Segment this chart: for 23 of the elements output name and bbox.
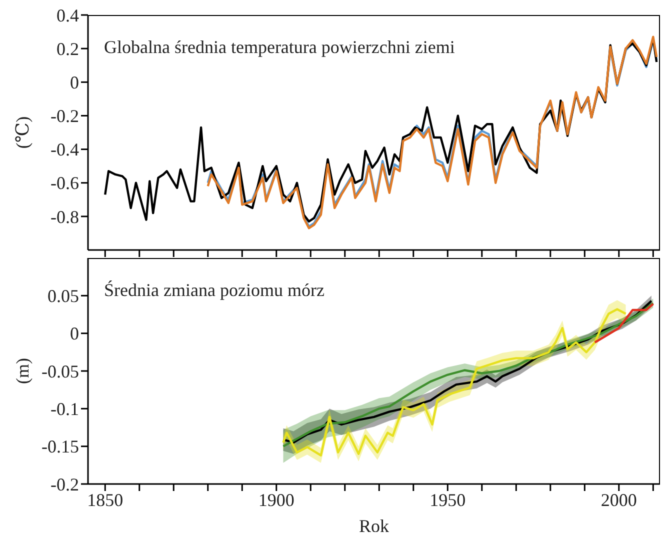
y-tick-label: -0.2 <box>50 474 79 494</box>
y-tick-label: 0 <box>70 72 79 93</box>
text: Średnia zmiana poziomu mórz <box>104 280 324 301</box>
x-tick-label: 1850 <box>87 490 124 510</box>
x-tick-label: 2000 <box>600 490 637 510</box>
x-tick-label: 1950 <box>430 490 466 510</box>
y-tick-label: -0.6 <box>50 173 79 194</box>
y-tick-label: -0.2 <box>50 106 79 126</box>
line-series <box>594 302 654 344</box>
y-tick-label: -0.05 <box>42 361 79 382</box>
y-tick-label: -0.4 <box>50 140 79 160</box>
y-tick-label: -0.15 <box>42 436 79 457</box>
y-tick-label: 0.2 <box>56 38 79 59</box>
x-axis-title: Rok <box>358 516 390 534</box>
y-tick-label: 0 <box>70 324 79 344</box>
y-tick-label: 0.05 <box>48 286 79 306</box>
y-tick-label: -0.1 <box>50 399 79 420</box>
y-tick-label: 0.4 <box>56 5 79 26</box>
y-tick-label: -0.8 <box>50 206 79 227</box>
y-axis-title: (m) <box>12 358 32 384</box>
text: Globalna średnia temperatura powierzchni ziemi <box>104 37 455 58</box>
y-axis-title: (℃) <box>12 116 32 149</box>
x-tick-label: 1900 <box>258 490 294 510</box>
